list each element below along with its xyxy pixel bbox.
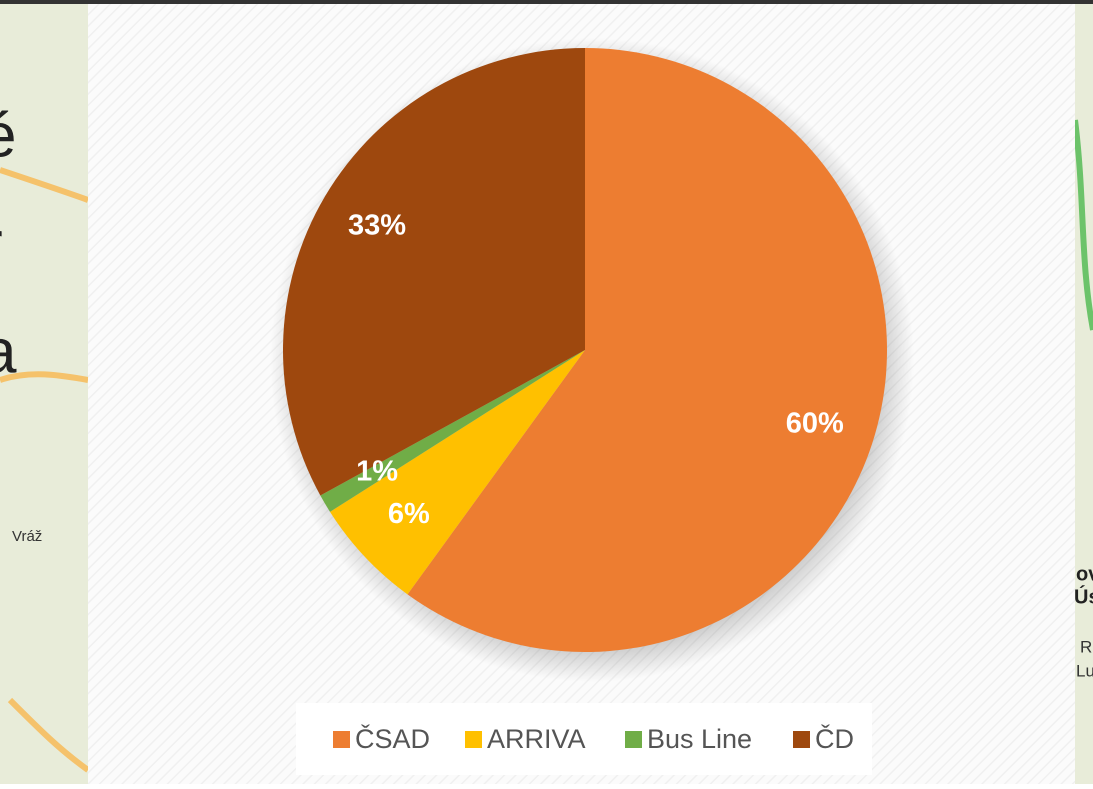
data-label: 33% bbox=[348, 210, 406, 242]
map-label: Ús bbox=[1074, 584, 1093, 608]
left-fragments: éral bbox=[0, 101, 17, 386]
map-label: Lu bbox=[1076, 661, 1093, 680]
pie-slice bbox=[407, 48, 887, 653]
map-label: Vráž bbox=[12, 528, 42, 545]
legend-label: ARRIVA bbox=[487, 724, 586, 754]
legend: ČSAD ARRIVA Bus Line ČD bbox=[333, 723, 854, 754]
legend-swatch bbox=[333, 731, 350, 748]
legend-label: Bus Line bbox=[647, 724, 752, 754]
text-fragment: a bbox=[0, 317, 17, 386]
pie-slice bbox=[330, 350, 585, 595]
pie-slice bbox=[320, 350, 585, 512]
map-road bbox=[1072, 119, 1093, 331]
legend-label: ČSAD bbox=[355, 723, 430, 754]
legend-box bbox=[296, 703, 872, 775]
legend-swatch bbox=[465, 731, 482, 748]
text-fragment: é bbox=[0, 101, 16, 170]
top-bar bbox=[0, 0, 1093, 4]
pie-slice bbox=[283, 48, 585, 496]
map-label: ov bbox=[1076, 563, 1093, 585]
legend-swatch bbox=[793, 731, 810, 748]
legend-label: ČD bbox=[815, 723, 854, 754]
data-label: 60% bbox=[786, 407, 844, 439]
data-label: 1% bbox=[356, 456, 398, 488]
legend-swatch bbox=[625, 731, 642, 748]
pie: 60% 6% 1% 33% bbox=[283, 48, 887, 653]
map-label: R bbox=[1080, 637, 1092, 656]
map-road bbox=[0, 167, 90, 773]
data-label: 6% bbox=[388, 498, 430, 530]
text-fragment: r bbox=[0, 209, 3, 278]
